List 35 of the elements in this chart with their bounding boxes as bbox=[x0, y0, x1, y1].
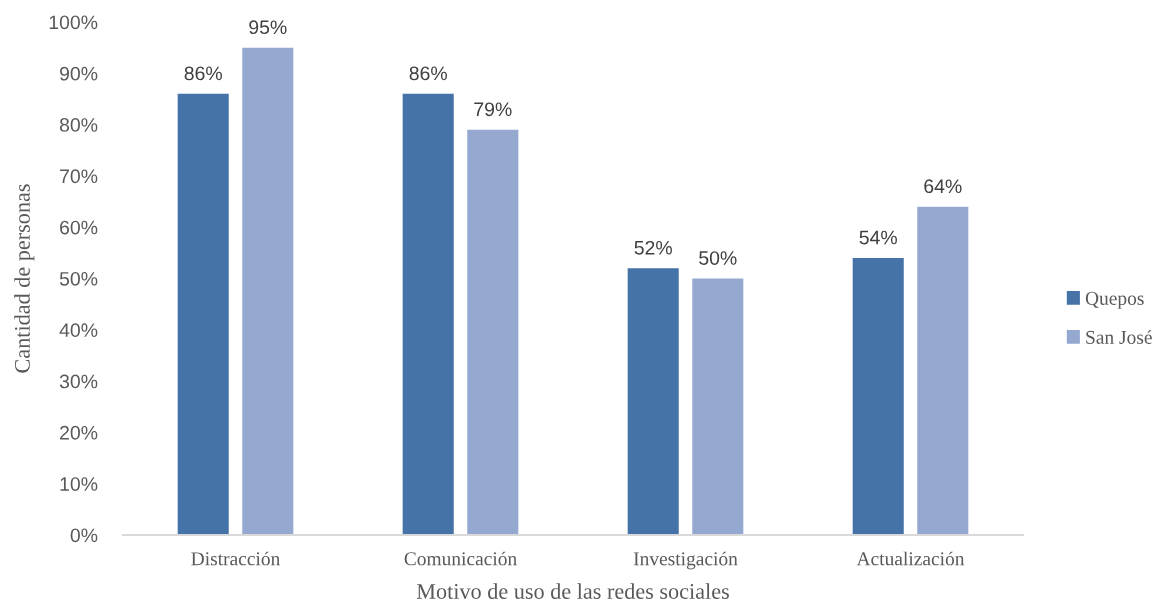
y-tick-label: 90% bbox=[60, 66, 98, 81]
bar bbox=[177, 93, 229, 535]
data-label: 52% bbox=[634, 240, 672, 255]
x-tick-label: Investigación bbox=[633, 551, 738, 570]
y-axis-title: Cantidad de personas bbox=[14, 184, 35, 373]
bar bbox=[627, 268, 679, 535]
data-label: 64% bbox=[924, 179, 962, 194]
legend-label: San José bbox=[1086, 330, 1152, 344]
data-label: 50% bbox=[699, 251, 737, 265]
y-tick-label: 40% bbox=[59, 323, 98, 338]
bar bbox=[467, 129, 519, 535]
bar bbox=[692, 278, 744, 535]
y-tick-label: 20% bbox=[60, 425, 98, 440]
data-label: 86% bbox=[409, 66, 447, 81]
bar bbox=[852, 257, 904, 535]
x-tick-label: Actualización bbox=[856, 551, 965, 566]
bar bbox=[402, 93, 454, 535]
y-tick-label: 30% bbox=[59, 374, 98, 389]
y-tick-label: 100% bbox=[49, 15, 98, 30]
data-label: 54% bbox=[859, 230, 897, 245]
x-axis-title: Motivo de uso de las redes sociales bbox=[416, 583, 729, 599]
data-label: 79% bbox=[474, 102, 512, 117]
y-tick-label: 80% bbox=[59, 118, 98, 132]
y-tick-label: 0% bbox=[70, 528, 98, 543]
x-tick-label: Comunicación bbox=[404, 551, 517, 566]
data-label: 95% bbox=[249, 20, 287, 35]
y-tick-label: 60% bbox=[60, 220, 98, 235]
bar bbox=[242, 47, 294, 535]
data-label: 86% bbox=[184, 66, 222, 81]
legend-label: Quepos bbox=[1085, 291, 1144, 309]
y-tick-label: 10% bbox=[60, 477, 98, 491]
y-tick-label: 50% bbox=[59, 271, 98, 286]
bar bbox=[917, 206, 969, 535]
y-tick-label: 70% bbox=[60, 169, 98, 184]
x-tick-label: Distracción bbox=[191, 551, 281, 566]
